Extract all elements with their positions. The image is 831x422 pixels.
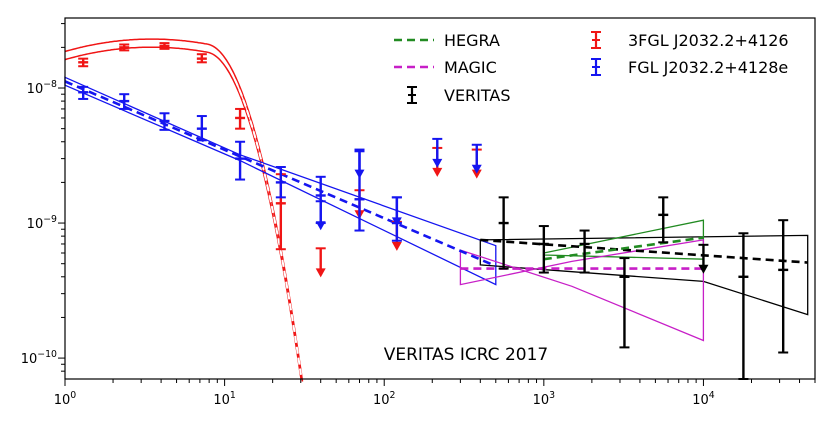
fgl-j2032-2-4128e-upper-limit-arrow: [432, 158, 443, 168]
magic-band: [459, 239, 705, 342]
veritas-band: [479, 234, 809, 316]
fgl-j2032-2-4128e-upper-limit-arrow: [471, 164, 482, 174]
legend: HEGRA MAGIC VERITAS 3FGL J2032.2+4126 FGL J2…: [394, 31, 789, 105]
x-tick-label: 100: [54, 390, 77, 408]
3fgl-j2032-2-4126-upper-limit-arrow: [432, 167, 443, 177]
veritas-model-line: [480, 238, 808, 264]
hegra-model-line: [543, 236, 704, 261]
x-tick-label: 103: [533, 390, 556, 408]
legend-label-veritas: VERITAS: [444, 86, 511, 105]
legend-label-3fgl-j2032-2-4126: 3FGL J2032.2+4126: [628, 31, 789, 50]
y-axis: 10−10 10−9 10−8: [21, 23, 65, 372]
3fgl-j2032-2-4126-upper-limit-arrow: [391, 241, 402, 251]
y-tick-label: 10−10: [21, 349, 57, 367]
legend-label-fgl-j2032-2-4128e: FGL J2032.2+4128e: [628, 58, 788, 77]
x-tick-label: 101: [213, 390, 236, 408]
x-tick-label: 104: [692, 390, 715, 408]
y-tick-label: 10−8: [27, 79, 57, 97]
data-points: [78, 42, 789, 380]
plot-frame: [64, 17, 816, 380]
legend-label-hegra: HEGRA: [444, 31, 500, 50]
fgl-j2032-2-4128e-upper-limit-arrow: [315, 221, 326, 231]
legend-label-magic: MAGIC: [444, 58, 497, 77]
3fgl-j2032-2-4126-upper-limit-arrow: [315, 268, 326, 278]
x-tick-label: 102: [373, 390, 396, 408]
veritas-upper-limit-arrow: [698, 264, 709, 274]
x-axis: 100 101 102 103 104: [54, 379, 816, 408]
y-tick-label: 10−9: [27, 214, 57, 232]
annotation-text: VERITAS ICRC 2017: [384, 345, 548, 365]
fgl-j2032-2-4128e-upper-limit-arrow: [354, 169, 365, 179]
fgl-j2032-2-4128e-upper-limit-arrow: [391, 217, 402, 227]
3fgl-j2032-2-4126-upper-limit-arrow: [471, 169, 482, 179]
